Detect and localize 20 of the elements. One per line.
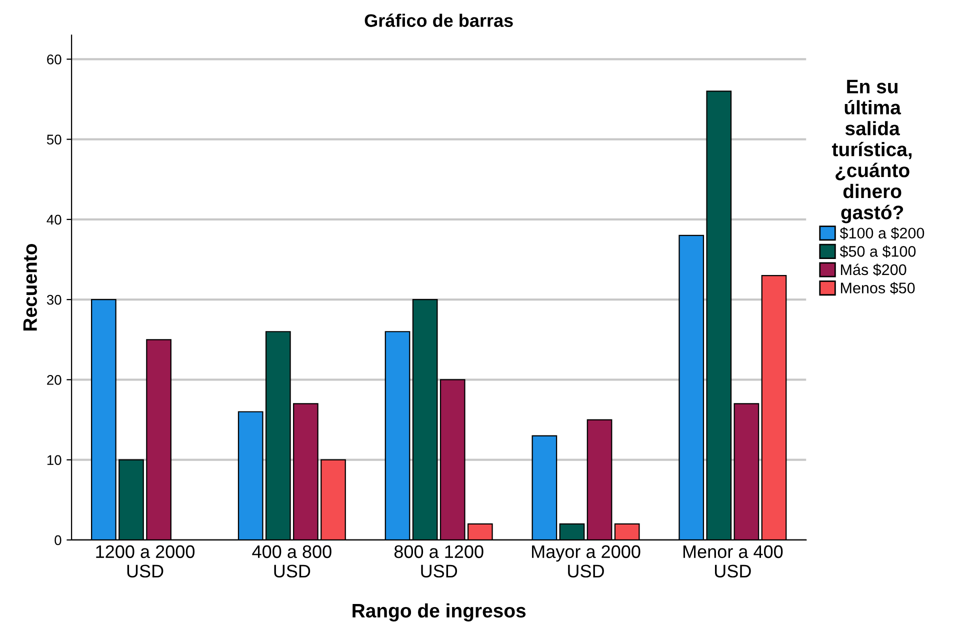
legend-label: Menos $50 <box>840 282 915 294</box>
y-tick-label: 40 <box>46 214 62 225</box>
chart-title: Gráfico de barras <box>364 14 513 27</box>
x-axis-title: Rango de ingresos <box>352 603 526 622</box>
y-tick-label: 60 <box>47 54 62 64</box>
x-tick-label: 400 a 800 USD <box>252 545 332 578</box>
y-axis-title: Recuento <box>23 244 37 331</box>
x-tick-label: 800 a 1200 USD <box>394 545 484 578</box>
x-tick-label: Mayor a 2000 USD <box>532 545 640 578</box>
legend-label: $50 a $100 <box>840 245 916 258</box>
y-tick-label: 50 <box>46 134 62 144</box>
legend-title: En su última salida turística, ¿cuánto dinero gastó? <box>832 80 912 224</box>
y-tick-label: 10 <box>47 455 62 465</box>
legend-label: Más $200 <box>840 264 906 276</box>
x-tick-label: 1200 a 2000 USD <box>96 545 195 578</box>
x-tick-label: Menor a 400 USD <box>683 545 783 578</box>
y-tick-label: 30 <box>46 294 62 305</box>
legend-label: $100 a $200 <box>840 227 924 240</box>
y-tick-label: 20 <box>47 375 62 385</box>
y-tick-label: 0 <box>54 535 62 546</box>
